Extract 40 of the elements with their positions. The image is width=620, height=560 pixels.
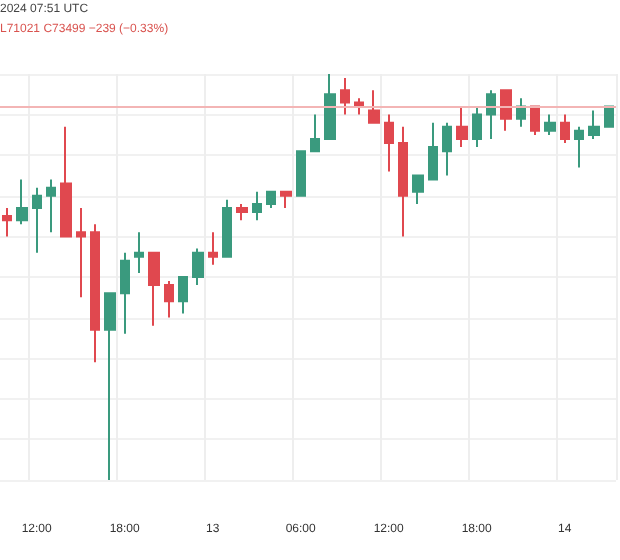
candlestick xyxy=(340,77,350,116)
candlestick xyxy=(296,150,306,197)
candlestick xyxy=(428,121,438,181)
candlestick xyxy=(442,121,452,177)
candlestick xyxy=(266,190,276,209)
candlestick xyxy=(280,190,292,209)
candlestick xyxy=(310,113,320,153)
candlestick xyxy=(472,105,482,149)
candlestick xyxy=(2,206,12,238)
candlestick xyxy=(134,231,144,274)
candlestick xyxy=(208,231,218,266)
candlestick xyxy=(222,198,232,258)
candlestick xyxy=(192,247,204,287)
candlestick xyxy=(544,113,556,136)
candlestick xyxy=(90,223,100,364)
candlestick xyxy=(530,105,540,136)
candlestick xyxy=(164,280,174,319)
candlestick xyxy=(574,125,584,169)
candlestick xyxy=(60,125,72,238)
candlestick xyxy=(46,178,56,234)
candlestick xyxy=(32,186,42,254)
candlestick xyxy=(486,89,496,140)
candlestick xyxy=(16,178,28,226)
candlestick xyxy=(120,251,130,335)
candlestick xyxy=(588,109,600,140)
candlestick xyxy=(560,113,570,145)
candlestick xyxy=(148,251,160,327)
candlestick xyxy=(324,73,336,140)
candlestick xyxy=(604,105,614,128)
candlestick xyxy=(412,174,424,205)
candlestick xyxy=(368,89,380,124)
candlestick xyxy=(500,89,512,132)
candlestick xyxy=(384,113,394,173)
candlestick xyxy=(252,190,262,222)
candlestick xyxy=(104,292,116,481)
candlestick xyxy=(398,125,408,238)
candlestick xyxy=(76,206,86,299)
candlestick xyxy=(456,105,468,149)
candlestick xyxy=(236,202,248,222)
candlestick xyxy=(178,276,188,315)
